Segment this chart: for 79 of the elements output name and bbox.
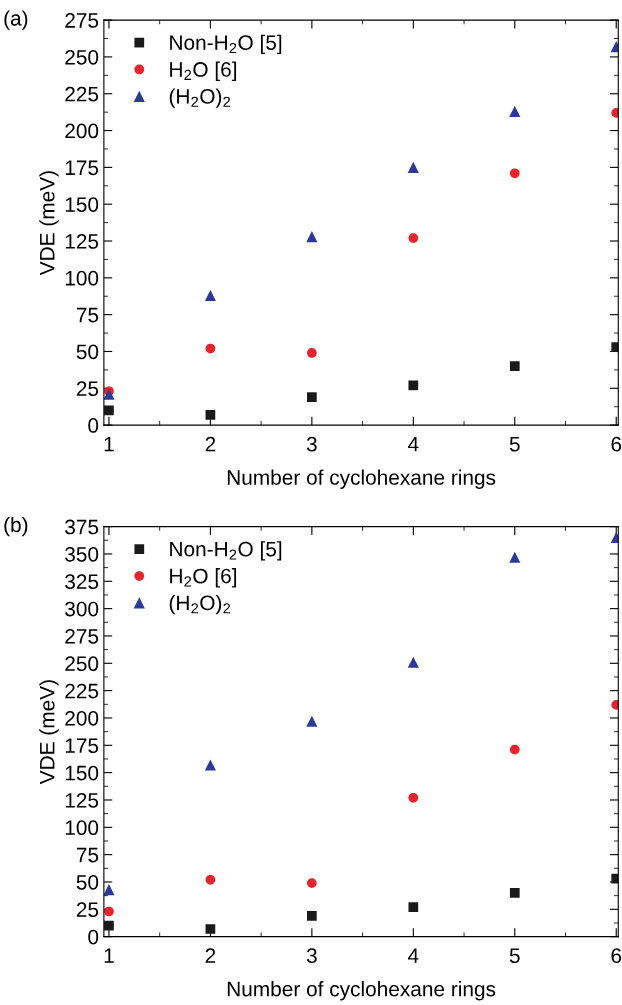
x-tick-label: 5	[509, 948, 520, 964]
y-tick-label: 50	[76, 344, 99, 360]
point	[103, 884, 115, 896]
y-tick-label: 200	[65, 123, 99, 139]
y-tick-label: 125	[65, 792, 99, 808]
text: (b)	[4, 516, 28, 537]
y-tick-label: 150	[65, 197, 99, 212]
point	[204, 759, 216, 771]
x-tick-label: 1	[104, 948, 114, 963]
point	[307, 911, 317, 921]
x-tick-label: 4	[408, 436, 419, 452]
point	[408, 233, 419, 243]
point	[408, 380, 419, 391]
point	[407, 656, 419, 668]
point	[408, 902, 419, 912]
x-tick-label: 5	[509, 436, 520, 452]
y-tick-label: 200	[65, 710, 99, 726]
x-tick-label: 6	[611, 436, 622, 452]
y-tick-label: 175	[65, 738, 99, 754]
y-tick-label: 225	[65, 683, 99, 699]
legend-label: Non-H$_{2}$O [5]	[170, 34, 282, 55]
point	[509, 551, 521, 563]
x-axis-title: Number of cyclohexane rings	[227, 981, 496, 1001]
legend-label: H$_{2}$O [6]	[170, 61, 237, 81]
point	[205, 924, 216, 934]
point	[307, 878, 317, 888]
y-tick-label: 125	[65, 234, 99, 249]
y-tick-label: 275	[65, 628, 99, 644]
x-axis-title: Number of cyclohexane rings	[227, 469, 496, 489]
text: (a)	[4, 10, 28, 30]
point	[408, 792, 419, 803]
y-axis-title: VDE (meV)	[39, 171, 59, 276]
legend-label: H$_{2}$O [6]	[170, 568, 237, 588]
x-tick-label: 6	[611, 948, 622, 964]
point	[306, 231, 318, 243]
y-tick-label: 375	[65, 519, 99, 535]
y-tick-label: 75	[76, 307, 99, 323]
y-tick-label: 50	[76, 874, 99, 890]
y-tick-label: 175	[65, 160, 99, 176]
point	[307, 348, 317, 358]
y-tick-label: 250	[65, 49, 99, 65]
y-tick-label: 325	[65, 574, 99, 590]
legend-label: (H$_{2}$O)$_{2}$	[169, 88, 231, 108]
y-tick-label: 250	[65, 656, 99, 672]
y-tick-label: 150	[65, 765, 99, 781]
y-tick-label: 0	[88, 929, 99, 945]
point	[407, 161, 419, 173]
x-tick-label: 2	[205, 436, 216, 452]
point	[104, 906, 114, 917]
y-tick-label: 0	[88, 418, 99, 433]
legend-label: Non-H$_{2}$O [5]	[170, 541, 282, 561]
x-tick-label: 4	[408, 948, 419, 963]
point	[509, 361, 520, 372]
point	[205, 874, 216, 885]
point	[509, 744, 520, 755]
legend-label: (H$_{2}$O)$_{2}$	[169, 594, 231, 615]
point	[509, 105, 521, 117]
y-tick-label: 100	[65, 270, 99, 286]
point	[509, 168, 520, 179]
y-tick-label: 25	[76, 381, 99, 397]
y-tick-label: 350	[65, 546, 99, 562]
point	[306, 715, 318, 727]
x-tick-label: 3	[306, 948, 317, 964]
x-tick-label: 2	[205, 948, 216, 963]
x-tick-label: 1	[104, 436, 114, 452]
y-tick-label: 225	[65, 86, 99, 102]
y-axis-title: VDE (meV)	[39, 680, 59, 785]
point	[205, 409, 216, 420]
point	[307, 392, 317, 402]
y-tick-label: 300	[65, 601, 99, 617]
y-tick-label: 25	[76, 902, 99, 918]
point	[509, 888, 520, 898]
x-tick-label: 3	[306, 436, 317, 452]
point	[205, 343, 216, 354]
y-tick-label: 100	[65, 820, 99, 836]
y-tick-label: 275	[65, 13, 99, 28]
point	[204, 289, 216, 302]
point	[104, 920, 114, 931]
y-tick-label: 75	[76, 847, 99, 863]
